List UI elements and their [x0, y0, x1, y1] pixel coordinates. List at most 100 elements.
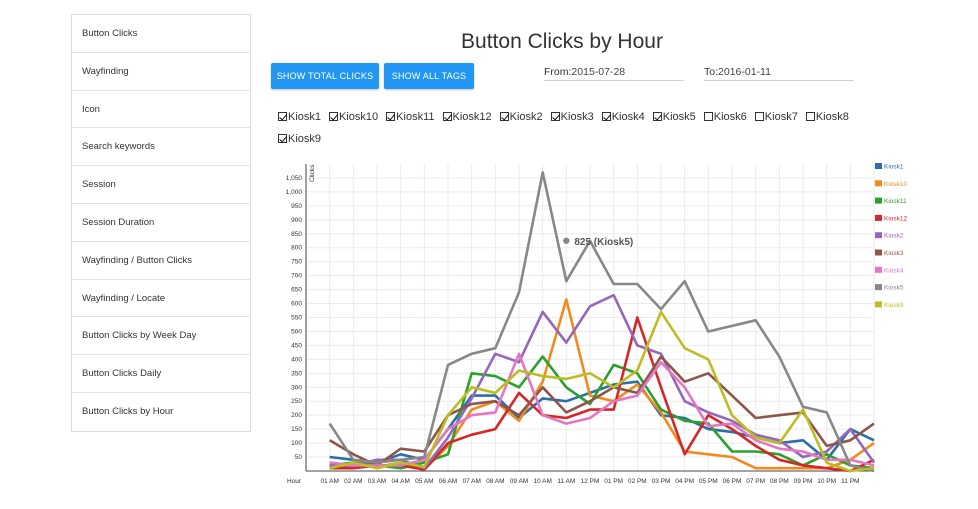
x-tick-label: 08 AM: [486, 478, 504, 485]
series-line-kiosk11: [329, 355, 875, 470]
legend-swatch-kiosk11: [875, 197, 882, 204]
x-tick-label: 07 AM: [462, 478, 480, 485]
checkbox[interactable]: [652, 112, 662, 121]
legend-label-kiosk4: Kiosk4: [884, 267, 904, 274]
kiosk-filter-label: Kiosk9: [288, 133, 322, 145]
y-tick-label: 700: [291, 273, 302, 280]
y-tick-label: 500: [291, 328, 302, 335]
kiosk-filter-label: Kiosk10: [339, 111, 379, 123]
kiosk-filter-kiosk3[interactable]: Kiosk3: [550, 106, 594, 128]
x-tick-label: 05 PM: [699, 478, 718, 485]
x-tick-label: 06 AM: [439, 478, 457, 485]
kiosk-filter-kiosk7[interactable]: Kiosk7: [754, 106, 798, 128]
legend-swatch-kiosk9: [875, 301, 882, 308]
x-tick-label: 09 PM: [794, 478, 813, 485]
legend-swatch-kiosk4: [875, 266, 882, 273]
x-tick-label: 10 PM: [817, 478, 836, 485]
y-tick-label: 1,000: [286, 189, 303, 196]
y-tick-label: 1,050: [286, 175, 303, 182]
x-tick-label: 01 AM: [320, 478, 338, 485]
from-date-value: 2015-07-28: [571, 66, 626, 78]
kiosk-filter-kiosk10[interactable]: Kiosk10: [329, 106, 378, 128]
x-tick-label: 01 PM: [604, 478, 623, 485]
kiosk-filter-kiosk11[interactable]: Kiosk11: [386, 106, 435, 128]
x-tick-label: 02 AM: [344, 478, 362, 485]
kiosk-filter-label: Kiosk8: [815, 111, 849, 123]
sidebar-item-icon[interactable]: Icon: [72, 91, 250, 129]
legend-label-kiosk12: Kiosk12: [884, 215, 908, 222]
sidebar-item-wayfinding[interactable]: Wayfinding: [72, 53, 250, 91]
kiosk-filter-label: Kiosk5: [662, 111, 696, 123]
kiosk-filter-kiosk9[interactable]: Kiosk9: [278, 128, 321, 150]
checkbox[interactable]: [442, 112, 452, 121]
kiosk-filter-kiosk6[interactable]: Kiosk6: [703, 106, 747, 128]
sidebar-item-search-keywords[interactable]: Search keywords: [72, 128, 250, 167]
kiosk-filter-kiosk5[interactable]: Kiosk5: [652, 106, 696, 128]
show-total-clicks-button[interactable]: SHOW TOTAL CLICKS: [271, 63, 379, 89]
sidebar-item-wayfinding-locate[interactable]: Wayfinding / Locate: [72, 280, 250, 318]
kiosk-filter-kiosk8[interactable]: Kiosk8: [805, 106, 849, 128]
to-date-label: To:: [704, 66, 719, 78]
checkbox[interactable]: [805, 112, 815, 121]
series-line-kiosk3: [329, 355, 875, 467]
legend-label-kiosk11: Kiosk11: [884, 198, 907, 205]
y-tick-label: 400: [291, 356, 302, 363]
from-date-field[interactable]: From:2015-07-28: [544, 66, 684, 81]
y-tick-label: 600: [291, 301, 302, 308]
legend-label-kiosk9: Kiosk9: [884, 302, 904, 309]
checkbox[interactable]: [278, 112, 287, 121]
kiosk-filter-kiosk1[interactable]: Kiosk1: [278, 106, 321, 128]
y-tick-label: 850: [291, 231, 302, 238]
annotation-label: 825 (Kiosk5): [574, 237, 633, 248]
sidebar-item-button-clicks-daily[interactable]: Button Clicks Daily: [72, 355, 250, 393]
checkbox[interactable]: [329, 112, 339, 121]
x-axis-label: Hour: [287, 478, 302, 485]
x-tick-label: 03 AM: [368, 478, 386, 485]
kiosk-filter-kiosk12[interactable]: Kiosk12: [442, 106, 492, 128]
kiosk-filter-label: Kiosk7: [764, 111, 798, 123]
y-tick-label: 800: [291, 245, 302, 252]
x-tick-label: 09 AM: [510, 478, 528, 485]
legend-swatch-kiosk12: [875, 214, 882, 221]
sidebar-nav: Button Clicks Wayfinding Icon Search keywor…: [71, 14, 251, 432]
checkbox[interactable]: [278, 134, 287, 143]
x-tick-label: 11 AM: [557, 478, 575, 485]
legend-swatch-kiosk3: [875, 249, 882, 256]
sidebar-item-button-clicks[interactable]: Button Clicks: [72, 15, 250, 53]
kiosk-filter-label: Kiosk6: [713, 111, 747, 123]
checkbox[interactable]: [550, 112, 560, 121]
y-tick-label: 350: [291, 370, 302, 377]
to-date-value: 2016-01-11: [718, 66, 771, 78]
to-date-field[interactable]: To:2016-01-11: [704, 66, 854, 81]
y-tick-label: 650: [291, 287, 302, 294]
checkbox[interactable]: [601, 112, 611, 121]
checkbox[interactable]: [386, 112, 396, 121]
x-tick-label: 10 AM: [533, 478, 551, 485]
x-tick-label: 07 PM: [746, 478, 765, 485]
y-tick-label: 250: [291, 398, 302, 405]
kiosk-filter-label: Kiosk2: [509, 111, 543, 123]
kiosk-filter-kiosk2[interactable]: Kiosk2: [499, 106, 543, 128]
checkbox[interactable]: [703, 112, 713, 121]
legend-swatch-kiosk1: [875, 163, 882, 169]
checkbox[interactable]: [754, 112, 764, 121]
x-tick-label: 12 PM: [581, 478, 600, 485]
y-axis-label: Clicks: [309, 164, 316, 182]
sidebar-item-button-clicks-by-hour[interactable]: Button Clicks by Hour: [82, 405, 174, 417]
sidebar-item-session[interactable]: Session: [72, 166, 250, 204]
x-tick-label: 04 PM: [675, 478, 694, 485]
y-tick-label: 750: [291, 259, 302, 266]
kiosk-filter-label: Kiosk3: [560, 111, 594, 123]
sidebar-item-wayfinding-button-clicks[interactable]: Wayfinding / Button Clicks: [72, 242, 250, 280]
y-tick-label: 200: [291, 412, 302, 419]
sidebar-item-button-clicks-by-week-day[interactable]: Button Clicks by Week Day: [72, 317, 250, 356]
page-title: Button Clicks by Hour: [461, 30, 663, 53]
from-date-label: From:: [544, 66, 572, 78]
show-all-tags-button[interactable]: SHOW ALL TAGS: [384, 63, 474, 89]
sidebar-item-session-duration[interactable]: Session Duration: [72, 204, 250, 242]
checkbox[interactable]: [499, 112, 509, 121]
kiosk-filter-label: Kiosk4: [611, 111, 645, 123]
x-tick-label: 04 AM: [391, 478, 409, 485]
kiosk-filter-kiosk4[interactable]: Kiosk4: [601, 106, 645, 128]
